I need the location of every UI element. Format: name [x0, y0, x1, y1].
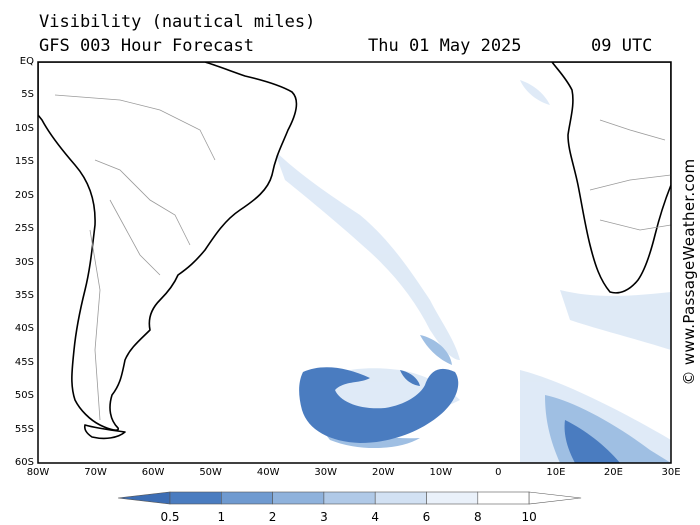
lat-label: 10S — [14, 122, 34, 134]
coastlines — [38, 62, 671, 440]
lon-label: 50W — [199, 467, 222, 478]
lon-label: 60W — [141, 467, 165, 478]
low-visibility-swirl — [299, 367, 620, 463]
lat-label: 60S — [14, 457, 34, 468]
lat-label: 50S — [14, 390, 34, 402]
colorbar-label: 4 — [371, 510, 380, 524]
colorbar-label: 3 — [320, 510, 328, 524]
south-america — [38, 62, 298, 431]
lat-label: 45S — [14, 356, 34, 368]
lon-label: 0 — [495, 467, 502, 478]
colorbar-low-arrow — [117, 491, 171, 505]
lat-label: 5S — [21, 89, 34, 101]
colorbar — [117, 491, 582, 505]
colorbar-bin — [374, 491, 427, 505]
colorbar-label: 10 — [521, 510, 537, 524]
colorbar-bin — [272, 491, 325, 505]
lon-label: 10E — [546, 467, 566, 478]
lat-label: 35S — [14, 289, 34, 301]
colorbar-bin — [323, 491, 376, 505]
lon-label: 70W — [84, 467, 107, 478]
lon-label: 10W — [429, 467, 453, 478]
map-title-model: GFS 003 Hour Forecast — [39, 36, 254, 56]
colorbar-label: 8 — [473, 510, 482, 524]
map-title-variable: Visibility (nautical miles) — [39, 12, 316, 32]
lon-label: 30W — [314, 467, 338, 478]
lon-label: 30E — [661, 467, 681, 478]
lon-label: 20E — [603, 467, 623, 478]
colorbar-bin — [221, 491, 273, 505]
tierra-del-fuego — [83, 424, 126, 440]
lat-label: 40S — [14, 323, 34, 335]
colorbar-label: 0.5 — [160, 510, 180, 524]
lat-label: EQ — [19, 56, 34, 67]
colorbar-high-arrow — [528, 491, 582, 505]
forecast-date: Thu 01 May 2025 — [368, 36, 522, 56]
lon-label: 80W — [26, 467, 50, 478]
colorbar-bin — [426, 491, 479, 505]
map-layer — [38, 62, 671, 463]
lon-label: 40W — [256, 467, 280, 478]
lat-label: 25S — [14, 223, 34, 235]
colorbar-label: 6 — [422, 510, 431, 524]
map-frame — [37, 61, 672, 464]
colorbar-label: 2 — [268, 510, 277, 524]
colorbar-label: 1 — [217, 510, 226, 524]
lat-label: 15S — [14, 156, 34, 168]
lat-label: 30S — [14, 256, 34, 268]
lat-label: 55S — [14, 423, 34, 435]
africa — [551, 62, 671, 294]
lat-label: 20S — [14, 189, 34, 201]
colorbar-bin — [477, 491, 530, 505]
lon-label: 20W — [371, 467, 395, 478]
forecast-time: 09 UTC — [591, 36, 653, 56]
colorbar-bin — [169, 491, 222, 505]
country-borders — [54, 94, 671, 421]
